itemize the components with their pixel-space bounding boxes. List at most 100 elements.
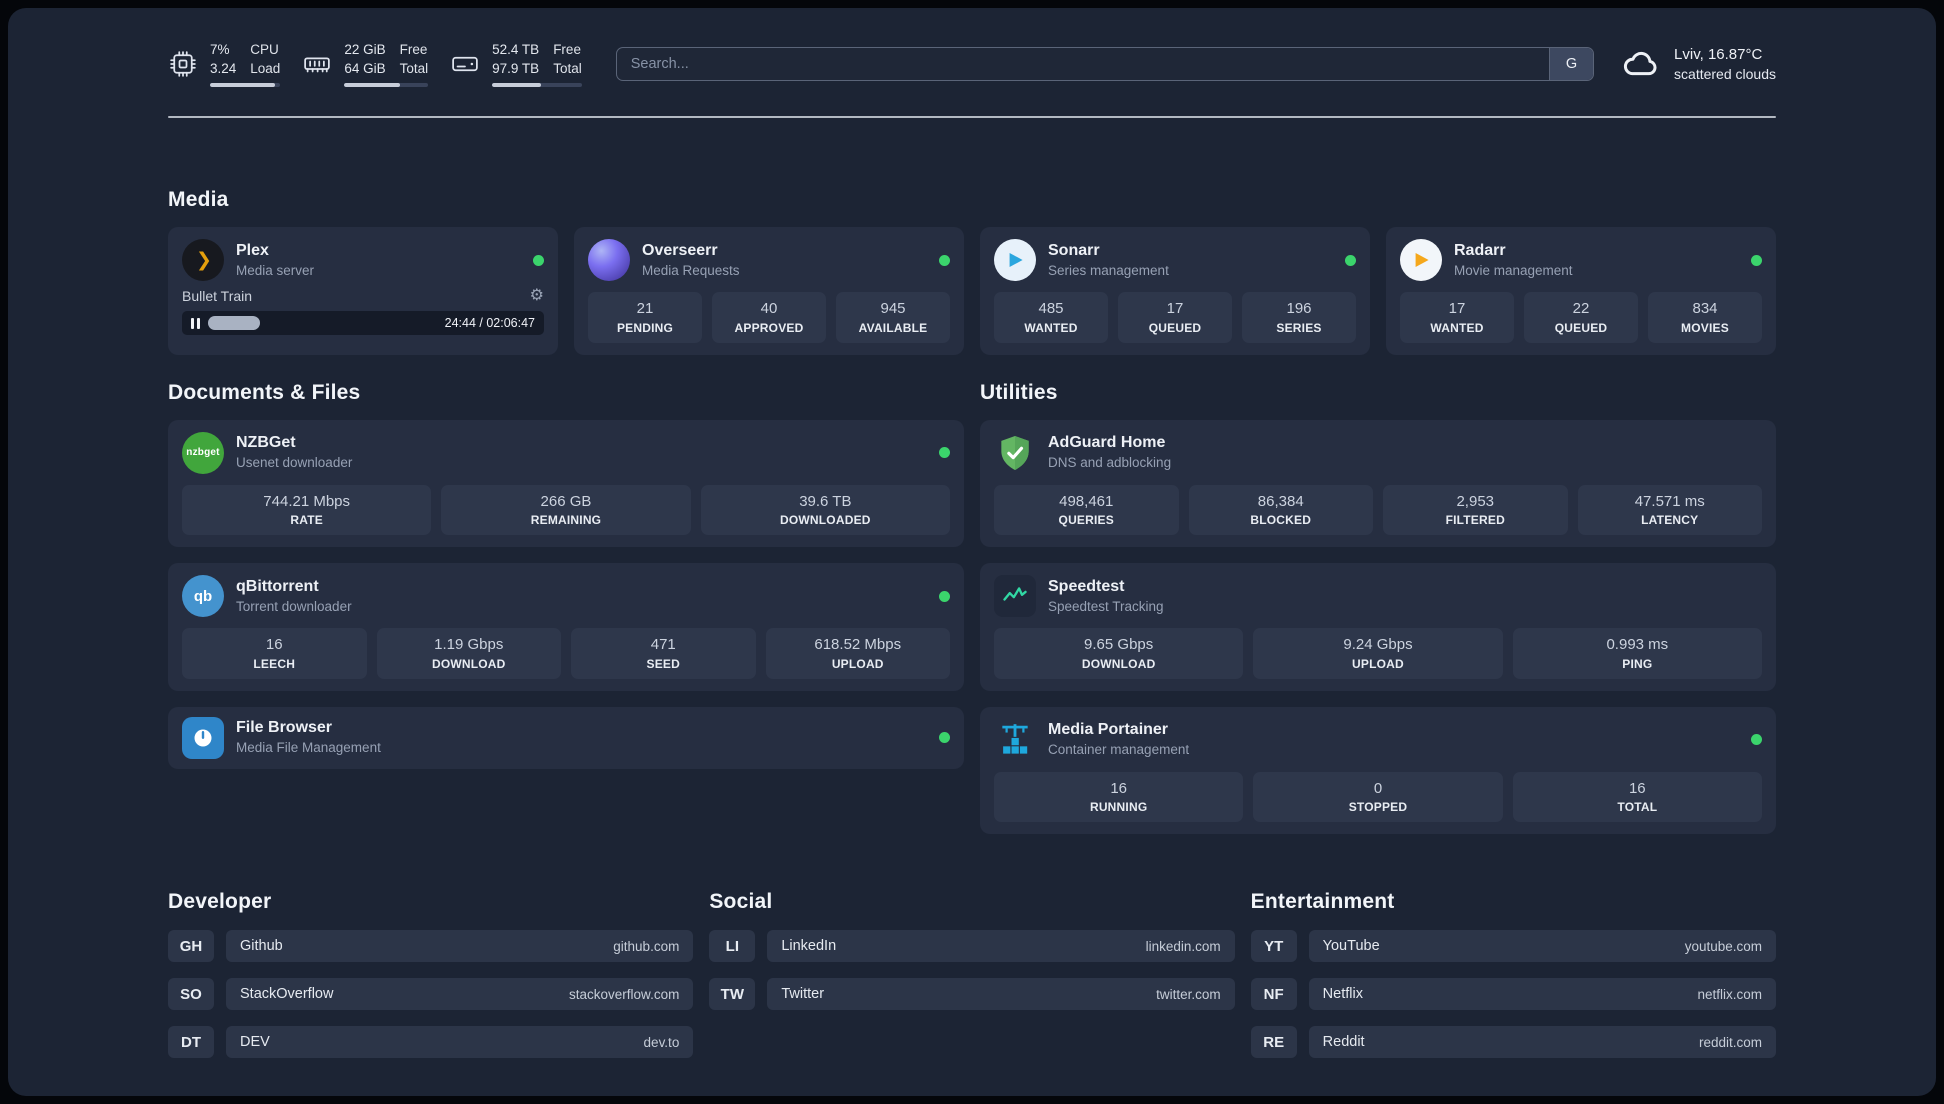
stat-value: 39.6 TB <box>799 492 852 510</box>
stat-label: QUERIES <box>1058 513 1114 527</box>
app-card-adguard[interactable]: AdGuard Home DNS and adblocking 498,461 … <box>980 419 1776 547</box>
cpu-icon <box>170 51 196 77</box>
stat-value: 0.993 ms <box>1606 636 1669 653</box>
app-subtitle: Speedtest Tracking <box>1048 598 1164 614</box>
speedtest-chart-icon <box>994 575 1036 617</box>
stat-value: 945 <box>880 300 906 317</box>
status-dot <box>1751 254 1762 266</box>
stat-label: UPLOAD <box>1352 656 1404 671</box>
app-card-nzbget[interactable]: nzbget NZBGet Usenet downloader 744.21 M… <box>168 419 964 547</box>
section-title-documents: Documents & Files <box>168 380 361 404</box>
app-subtitle: Media File Management <box>236 740 381 756</box>
search-input[interactable] <box>616 48 1550 80</box>
app-name: Sonarr <box>1048 241 1100 259</box>
stat-queued: 17 QUEUED <box>1118 292 1232 343</box>
link-abbr: RE <box>1250 1026 1297 1058</box>
app-card-plex[interactable]: ❯ Plex Media server Bullet Train ⚙ 24:44… <box>168 227 558 355</box>
stat-seed: 471 SEED <box>571 628 756 679</box>
disk-total-label: Total <box>553 61 582 76</box>
stat-value: 196 <box>1286 300 1312 317</box>
app-card-radarr[interactable]: Radarr Movie management 17 WANTED 22 QUE… <box>1386 227 1776 355</box>
link-twitter[interactable]: TW Twitter twitter.com <box>709 978 1235 1010</box>
stat-label: PING <box>1622 656 1653 671</box>
link-abbr: GH <box>168 930 214 962</box>
link-youtube[interactable]: YT YouTube youtube.com <box>1250 930 1776 962</box>
stat-label: SEED <box>646 656 680 671</box>
app-card-overseerr[interactable]: Overseerr Media Requests 21 PENDING 40 A… <box>574 227 964 355</box>
qbittorrent-icon-text: qb <box>193 587 213 605</box>
stat-approved: 40 APPROVED <box>712 292 826 343</box>
link-domain: twitter.com <box>1156 986 1221 1002</box>
section-title-social: Social <box>709 890 773 913</box>
app-subtitle: Media server <box>236 262 315 278</box>
nzbget-icon: nzbget <box>182 431 224 474</box>
stat-label: QUEUED <box>1554 320 1608 335</box>
search-engine-button[interactable]: G <box>1549 48 1594 80</box>
utilities-column: Utilities AdGuard Home <box>980 381 1776 834</box>
app-card-filebrowser[interactable]: File Browser Media File Management <box>168 706 964 769</box>
stat-movies: 834 MOVIES <box>1648 292 1762 343</box>
stat-upload: 9.24 Gbps UPLOAD <box>1253 628 1503 679</box>
stat-wanted: 17 WANTED <box>1400 292 1514 343</box>
app-card-portainer[interactable]: Media Portainer Container management 16 … <box>980 706 1776 834</box>
entertainment-links-section: Entertainment YT YouTube youtube.com NF … <box>1250 890 1776 1058</box>
link-name: Netflix <box>1322 986 1363 1002</box>
player-time: 24:44 / 02:06:47 <box>444 316 535 330</box>
link-name: Reddit <box>1322 1034 1365 1050</box>
stat-value: 498,461 <box>1059 492 1114 510</box>
filebrowser-icon <box>182 716 224 759</box>
stat-value: 1.19 Gbps <box>434 636 504 653</box>
cpu-metric: 7% 3.24 CPU Load <box>168 41 281 87</box>
stat-value: 9.24 Gbps <box>1343 636 1413 653</box>
cpu-load-value: 3.24 <box>210 61 237 76</box>
app-name: AdGuard Home <box>1048 434 1166 452</box>
cpu-progress-bar <box>210 82 281 87</box>
app-name: qBittorrent <box>236 577 319 595</box>
stat-leech: 16 LEECH <box>182 628 367 679</box>
link-stackoverflow[interactable]: SO StackOverflow stackoverflow.com <box>168 978 694 1010</box>
cpu-load-label: Load <box>250 61 281 76</box>
stat-label: FILTERED <box>1445 513 1505 527</box>
stat-downloaded: 39.6 TB DOWNLOADED <box>700 484 950 535</box>
gear-icon[interactable]: ⚙ <box>529 287 544 304</box>
stat-remaining: 266 GB REMAINING <box>441 484 691 535</box>
stat-label: RATE <box>290 513 323 527</box>
stat-label: DOWNLOAD <box>431 656 506 671</box>
link-linkedin[interactable]: LI LinkedIn linkedin.com <box>709 930 1235 962</box>
topbar-divider <box>168 116 1776 118</box>
stat-label: AVAILABLE <box>858 320 928 335</box>
link-netflix[interactable]: NF Netflix netflix.com <box>1250 978 1776 1010</box>
stat-label: PENDING <box>616 320 674 335</box>
status-dot <box>939 590 950 602</box>
stat-label: DOWNLOADED <box>779 513 871 527</box>
app-card-speedtest[interactable]: Speedtest Speedtest Tracking 9.65 Gbps D… <box>980 563 1776 691</box>
stat-value: 17 <box>1448 300 1466 317</box>
stat-label: LEECH <box>253 656 296 671</box>
stat-label: BLOCKED <box>1250 513 1312 527</box>
link-github[interactable]: GH Github github.com <box>168 930 694 962</box>
status-dot <box>939 447 950 458</box>
link-name: LinkedIn <box>781 938 837 954</box>
app-subtitle: Container management <box>1048 742 1190 758</box>
link-name: Github <box>240 938 283 954</box>
stat-queries: 498,461 QUERIES <box>994 484 1179 535</box>
link-domain: linkedin.com <box>1145 938 1221 954</box>
link-reddit[interactable]: RE Reddit reddit.com <box>1250 1026 1776 1058</box>
stat-value: 47.571 ms <box>1634 492 1705 510</box>
app-name: Media Portainer <box>1048 721 1169 739</box>
ram-total-value: 64 GiB <box>344 61 386 76</box>
status-dot <box>1751 734 1762 745</box>
cpu-label: CPU <box>250 42 279 58</box>
stat-value: 21 <box>636 300 654 317</box>
disk-progress-bar <box>492 82 582 87</box>
link-abbr: SO <box>168 978 214 1010</box>
pause-icon[interactable] <box>191 317 200 329</box>
app-card-sonarr[interactable]: Sonarr Series management 485 WANTED 17 Q… <box>980 227 1370 355</box>
stat-value: 618.52 Mbps <box>814 636 902 653</box>
app-name: Plex <box>236 241 269 259</box>
stat-label: WANTED <box>1024 320 1078 335</box>
link-dev[interactable]: DT DEV dev.to <box>168 1026 694 1058</box>
app-card-qbittorrent[interactable]: qb qBittorrent Torrent downloader 16 LEE… <box>168 563 964 691</box>
player-progress-bar[interactable]: 24:44 / 02:06:47 <box>182 311 544 335</box>
link-domain: youtube.com <box>1684 938 1762 954</box>
